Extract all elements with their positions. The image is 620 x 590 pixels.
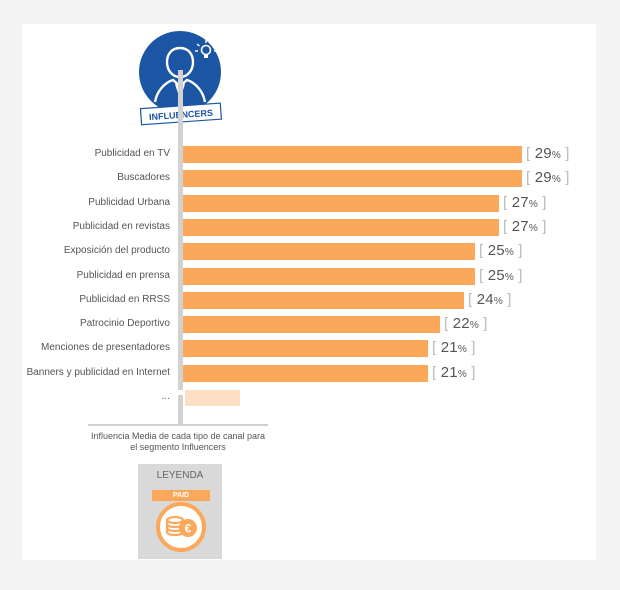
- chart-axis-bottom: [178, 395, 183, 425]
- svg-text:€: €: [185, 522, 192, 536]
- bar: [183, 194, 499, 212]
- category-label: Banners y publicidad en Internet: [26, 366, 170, 378]
- chart-axis: [178, 70, 183, 390]
- category-label: Exposición del producto: [63, 245, 170, 257]
- caption-divider: [88, 424, 268, 426]
- legend-paid-tag: PAID: [152, 490, 210, 501]
- value-label: [ 24% ]: [468, 290, 512, 308]
- category-label: Publicidad en TV: [94, 148, 170, 159]
- category-label: Buscadores: [117, 172, 170, 184]
- legend: LEYENDA PAID €: [138, 464, 222, 559]
- value-label: [ 29% ]: [526, 145, 570, 162]
- value-label: [ 25% ]: [479, 266, 523, 284]
- value-label: [ 27% ]: [503, 193, 547, 211]
- bar: [185, 390, 240, 406]
- value-label: [ 25% ]: [479, 242, 523, 260]
- bar: [183, 364, 428, 382]
- bar: [183, 316, 440, 334]
- category-label: Publicidad Urbana: [88, 196, 170, 208]
- bar: [183, 267, 475, 285]
- lightbulb-icon: [195, 40, 217, 58]
- value-label: [ 21% ]: [432, 339, 476, 357]
- legend-title: LEYENDA: [156, 470, 204, 481]
- bar: [183, 340, 428, 358]
- category-label: Menciones de presentadores: [41, 342, 170, 354]
- value-label: [ 29% ]: [526, 169, 570, 187]
- bar: [183, 218, 499, 236]
- bar: [183, 170, 522, 188]
- category-label: ...: [161, 391, 170, 402]
- category-label: Patrocinio Deportivo: [79, 318, 170, 330]
- euro-coins-icon: €: [156, 502, 206, 552]
- value-label: [ 22% ]: [444, 315, 488, 333]
- category-label: Publicidad en prensa: [76, 269, 170, 281]
- category-label: Publicidad en RRSS: [79, 293, 170, 305]
- bar: [183, 243, 475, 261]
- value-label: [ 21% ]: [432, 363, 476, 381]
- bar: [183, 146, 522, 163]
- chart-caption: Influencia Media de cada tipo de canal p…: [90, 431, 266, 452]
- value-label: [ 27% ]: [503, 217, 547, 235]
- bar: [183, 291, 464, 309]
- category-label: Publicidad en revistas: [72, 220, 170, 232]
